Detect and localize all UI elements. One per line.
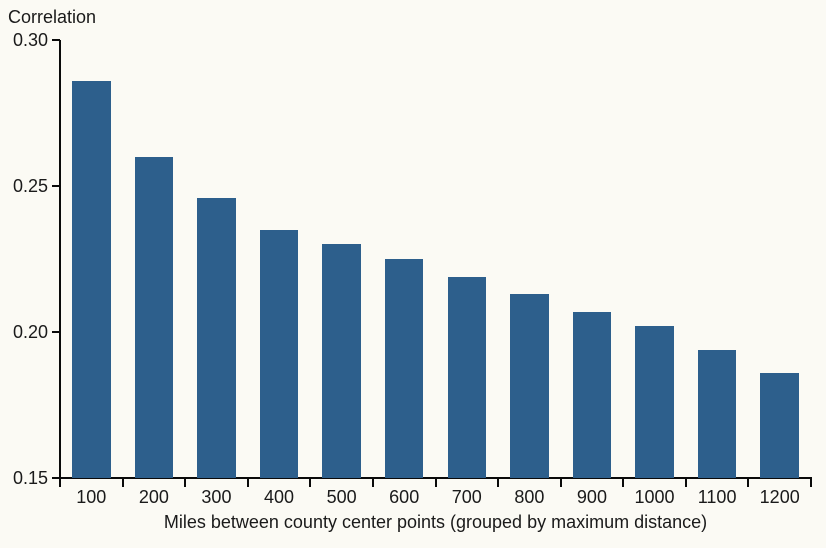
x-tick-label: 200 <box>138 487 169 507</box>
x-tick-mark <box>309 477 312 487</box>
x-tick-mark <box>559 477 562 487</box>
x-tick-label: 100 <box>76 487 107 507</box>
x-tick-mark <box>121 477 124 487</box>
y-tick-mark <box>52 185 60 187</box>
x-tick-label: 800 <box>514 487 545 507</box>
bar <box>447 276 487 478</box>
x-tick-label: 1200 <box>759 487 800 507</box>
bar <box>697 349 737 478</box>
x-tick-label: 400 <box>264 487 295 507</box>
x-tick-label: 700 <box>451 487 482 507</box>
y-tick-label: 0.25 <box>12 176 48 196</box>
bar <box>259 229 299 478</box>
x-tick-label: 1100 <box>697 487 737 507</box>
x-tick-mark <box>434 477 437 487</box>
bar <box>572 311 612 478</box>
x-tick-label: 600 <box>389 487 420 507</box>
x-axis-title: Miles between county center points (grou… <box>163 512 708 532</box>
bar <box>197 197 236 478</box>
y-tick-mark <box>52 477 60 479</box>
y-tick-label: 0.20 <box>12 322 48 342</box>
y-tick-mark <box>52 39 60 41</box>
x-tick-mark <box>810 477 812 487</box>
x-tick-label: 1000 <box>634 487 675 507</box>
x-tick-label: 900 <box>576 487 607 507</box>
bar <box>384 259 424 478</box>
x-tick-mark <box>497 477 500 487</box>
bar <box>72 80 111 478</box>
x-tick-label: 500 <box>326 487 357 507</box>
y-tick-label: 0.15 <box>12 468 48 488</box>
x-tick-mark <box>622 477 625 487</box>
x-tick-label: 300 <box>201 487 232 507</box>
x-tick-mark <box>747 477 750 487</box>
x-tick-mark <box>59 477 61 487</box>
y-tick-mark <box>52 331 60 333</box>
bar <box>635 326 674 478</box>
bar <box>760 372 799 478</box>
x-tick-mark <box>684 477 687 487</box>
y-axis-title: Correlation <box>8 7 97 27</box>
y-axis-line <box>59 40 61 479</box>
y-tick-label: 0.30 <box>12 30 48 50</box>
bar <box>510 294 549 478</box>
x-tick-mark <box>371 477 374 487</box>
x-tick-mark <box>184 477 187 487</box>
x-axis-line <box>52 477 812 479</box>
bar <box>322 244 361 478</box>
x-tick-mark <box>246 477 249 487</box>
bar <box>134 156 174 478</box>
